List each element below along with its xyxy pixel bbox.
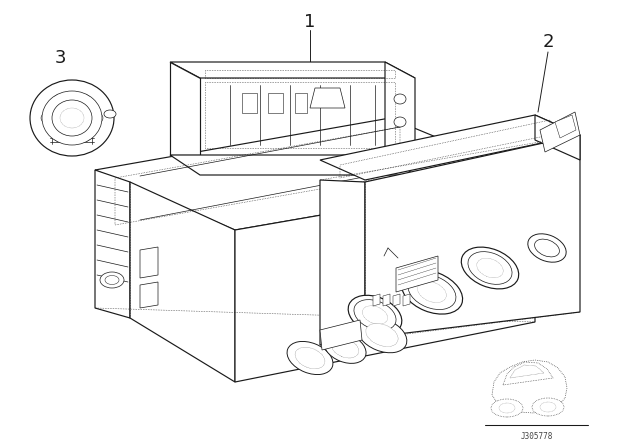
Text: J305778: J305778 <box>521 432 553 441</box>
Polygon shape <box>385 62 415 155</box>
Polygon shape <box>310 88 345 108</box>
Polygon shape <box>540 112 580 152</box>
Polygon shape <box>373 294 380 306</box>
Ellipse shape <box>30 80 114 156</box>
Polygon shape <box>320 115 580 180</box>
Text: 2: 2 <box>542 33 554 51</box>
Ellipse shape <box>401 270 463 314</box>
Ellipse shape <box>52 100 92 136</box>
Polygon shape <box>365 135 580 338</box>
Polygon shape <box>555 115 576 138</box>
Ellipse shape <box>477 258 503 278</box>
Ellipse shape <box>354 300 396 330</box>
Ellipse shape <box>491 399 523 417</box>
Ellipse shape <box>89 112 103 124</box>
Ellipse shape <box>357 317 407 353</box>
Ellipse shape <box>77 95 91 105</box>
Ellipse shape <box>362 306 388 324</box>
Polygon shape <box>535 115 580 160</box>
Polygon shape <box>268 93 283 113</box>
Text: 3: 3 <box>54 49 66 67</box>
Ellipse shape <box>394 94 406 104</box>
Ellipse shape <box>468 252 512 284</box>
Polygon shape <box>130 182 235 382</box>
Polygon shape <box>235 178 535 382</box>
Ellipse shape <box>532 398 564 416</box>
Polygon shape <box>170 62 415 78</box>
Ellipse shape <box>499 403 515 413</box>
Ellipse shape <box>41 112 55 124</box>
Polygon shape <box>320 180 365 345</box>
Ellipse shape <box>53 95 67 105</box>
Polygon shape <box>95 170 130 318</box>
Ellipse shape <box>287 341 333 375</box>
Ellipse shape <box>104 110 116 118</box>
Ellipse shape <box>418 281 446 302</box>
Ellipse shape <box>461 247 518 289</box>
Ellipse shape <box>53 131 67 142</box>
Polygon shape <box>320 320 362 350</box>
Ellipse shape <box>60 108 84 128</box>
Ellipse shape <box>534 239 559 257</box>
Ellipse shape <box>366 323 398 347</box>
Polygon shape <box>170 155 415 175</box>
Polygon shape <box>140 247 158 278</box>
Polygon shape <box>140 282 158 308</box>
Ellipse shape <box>528 234 566 262</box>
Ellipse shape <box>42 91 102 145</box>
Ellipse shape <box>348 295 402 335</box>
Polygon shape <box>383 294 390 306</box>
Ellipse shape <box>332 338 358 358</box>
Text: 1: 1 <box>304 13 316 31</box>
Polygon shape <box>396 256 438 292</box>
Polygon shape <box>403 294 410 306</box>
Ellipse shape <box>295 347 325 369</box>
Ellipse shape <box>77 131 91 142</box>
Polygon shape <box>295 93 307 113</box>
Ellipse shape <box>100 272 124 288</box>
Ellipse shape <box>408 275 456 310</box>
Ellipse shape <box>105 276 119 284</box>
Polygon shape <box>95 118 535 230</box>
Polygon shape <box>170 62 200 155</box>
Ellipse shape <box>394 117 406 127</box>
Ellipse shape <box>324 332 366 363</box>
Ellipse shape <box>540 402 556 412</box>
Polygon shape <box>242 93 257 113</box>
Polygon shape <box>393 294 400 306</box>
